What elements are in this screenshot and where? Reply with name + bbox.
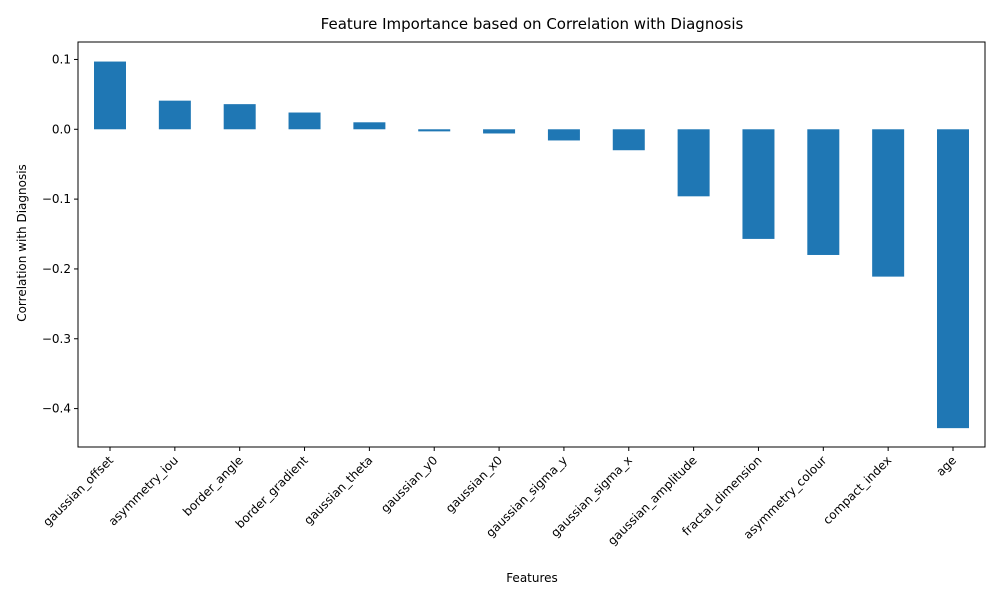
x-tick-label: gaussian_theta: [301, 453, 375, 527]
y-tick-label: 0.0: [52, 122, 71, 136]
bars-group: [94, 61, 969, 429]
bar-fractal-dimension: [742, 129, 775, 239]
plot-frame: [77, 41, 986, 448]
bar-gaussian-amplitude: [677, 129, 710, 197]
bar-gaussian-y0: [418, 129, 451, 132]
bar-compact-index: [872, 129, 905, 277]
bar-asymmetry-colour: [807, 129, 840, 255]
x-tick-label: gaussian_x0: [443, 453, 505, 515]
x-tick-label: border_gradient: [233, 453, 311, 531]
bar-border-angle: [223, 104, 256, 130]
bar-gaussian-sigma-x: [612, 129, 645, 151]
y-tick-label: −0.2: [42, 262, 71, 276]
x-tick-label: asymmetry_iou: [106, 453, 181, 528]
y-tick-label: −0.4: [42, 402, 71, 416]
x-tick-label: gaussian_y0: [378, 453, 440, 515]
y-axis-label: Correlation with Diagnosis: [15, 164, 29, 322]
bar-asymmetry-iou: [158, 100, 191, 130]
y-tick-label: 0.1: [52, 52, 71, 66]
bar-border-gradient: [288, 112, 321, 130]
bar-gaussian-x0: [483, 129, 516, 134]
y-ticks-group: 0.1 0.0 −0.1 −0.2 −0.3 −0.4: [42, 52, 78, 416]
chart-title: Feature Importance based on Correlation …: [321, 15, 744, 33]
x-axis-label: Features: [506, 571, 558, 585]
y-tick-label: −0.1: [42, 192, 71, 206]
bar-age: [937, 129, 969, 429]
x-tick-label: border_angle: [180, 453, 246, 519]
x-tick-label: age: [933, 453, 959, 479]
bar-gaussian-theta: [353, 122, 386, 130]
y-tick-label: −0.3: [42, 332, 71, 346]
x-tick-label: gaussian_offset: [40, 453, 116, 529]
bar-gaussian-sigma-y: [547, 129, 580, 141]
x-tick-label: compact_index: [820, 453, 894, 527]
bar-gaussian-offset: [94, 61, 126, 130]
